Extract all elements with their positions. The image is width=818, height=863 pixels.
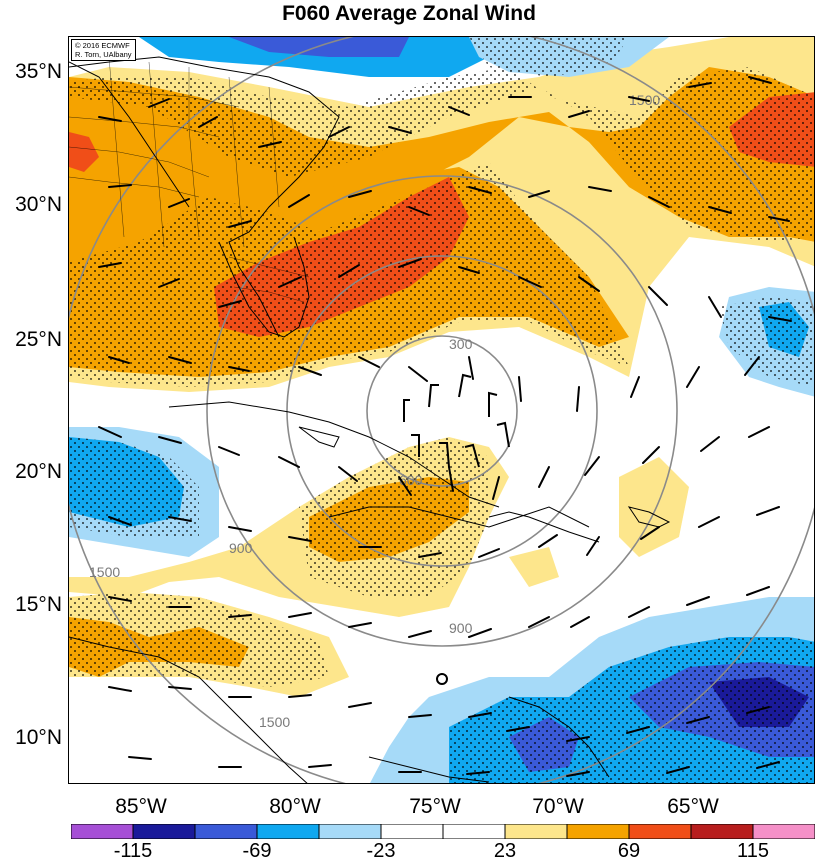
stipple-west-blue [69, 437, 199, 537]
lat-label-30: 30°N [15, 193, 62, 216]
red-spot-west [69, 132, 99, 172]
colorbar-label-4: 23 [493, 840, 517, 862]
lon-label-80w: 80°W [269, 795, 321, 818]
lat-label-20: 20°N [15, 460, 62, 483]
yellow-southeast-patch [509, 547, 559, 587]
ring-label-300: 300 [449, 336, 473, 352]
ring-label-900-south: 900 [449, 620, 473, 636]
colorbar-label-1: -115 [113, 840, 153, 862]
lon-label-85w: 85°W [115, 795, 167, 818]
colorbar-swatch [752, 824, 815, 839]
ring-label-600: 600 [399, 472, 423, 488]
colorbar-swatch [194, 824, 258, 839]
chart-title: F060 Average Zonal Wind [282, 2, 536, 25]
stipple-north-south [69, 162, 629, 387]
credit-box: © 2016 ECMWF R. Torn, UAlbany [71, 39, 136, 61]
colorbar-swatch [256, 824, 320, 839]
colorbar-swatch [71, 824, 134, 839]
colorbar-swatch [690, 824, 754, 839]
colorbar-swatch [628, 824, 692, 839]
stipple-east-upper [719, 297, 814, 387]
map-canvas: 300 600 900 900 1500 1500 1500 [69, 37, 814, 783]
state-borders [69, 56, 310, 303]
credit-line-1: © 2016 ECMWF [75, 41, 130, 50]
lat-label-15: 15°N [15, 593, 62, 616]
distance-rings [69, 37, 814, 783]
ring-labels: 300 600 900 900 1500 1500 1500 [89, 92, 660, 730]
ring-label-1500-w: 1500 [89, 564, 120, 580]
colorbar-swatch [504, 824, 568, 839]
colorbar-swatch [566, 824, 630, 839]
colorbar-swatch [442, 824, 506, 839]
lon-label-70w: 70°W [532, 795, 584, 818]
ring-label-1500-sw: 1500 [259, 714, 290, 730]
coastlines [69, 56, 671, 783]
vortex-cluster [403, 373, 510, 468]
stipple-caribbean [299, 437, 489, 597]
lon-label-75w: 75°W [409, 795, 461, 818]
stipple-top-right [469, 37, 629, 77]
wind-vectors [98, 76, 792, 777]
lon-label-65w: 65°W [667, 795, 719, 818]
stipple-north [69, 67, 814, 242]
colorbar-label-3: -23 [366, 840, 396, 862]
ring-label-900-west: 900 [229, 540, 253, 556]
stipple-southwest [69, 592, 329, 687]
colorbar-label-5: 69 [617, 840, 641, 862]
colorbar-swatch [380, 824, 444, 839]
colorbar-swatch [132, 824, 196, 839]
lat-label-25: 25°N [15, 328, 62, 351]
colorbar-swatch [318, 824, 382, 839]
colorbar-label-2: -69 [242, 840, 272, 862]
circle-marker [436, 673, 448, 685]
lat-label-35: 35°N [15, 60, 62, 83]
credit-line-2: R. Torn, UAlbany [75, 50, 132, 59]
yellow-east-patch [619, 457, 689, 557]
colorbar-label-6: 115 [737, 840, 769, 862]
map-panel: 300 600 900 900 1500 1500 1500 [68, 36, 815, 784]
colorbar [71, 824, 815, 839]
lat-label-10: 10°N [15, 726, 62, 749]
